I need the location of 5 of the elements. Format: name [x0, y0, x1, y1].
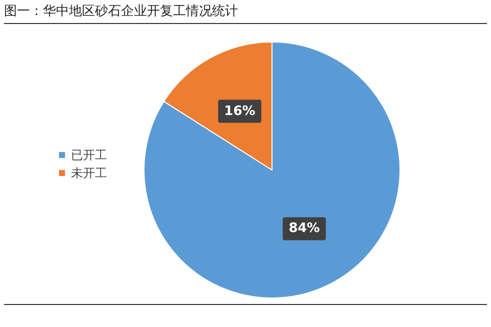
data-label: 84%	[288, 221, 320, 236]
chart-title: 图一：华中地区砂石企业开复工情况统计	[4, 2, 487, 24]
data-label: 16%	[224, 104, 256, 119]
legend-label: 已开工	[71, 148, 107, 162]
legend-label: 未开工	[71, 166, 107, 180]
